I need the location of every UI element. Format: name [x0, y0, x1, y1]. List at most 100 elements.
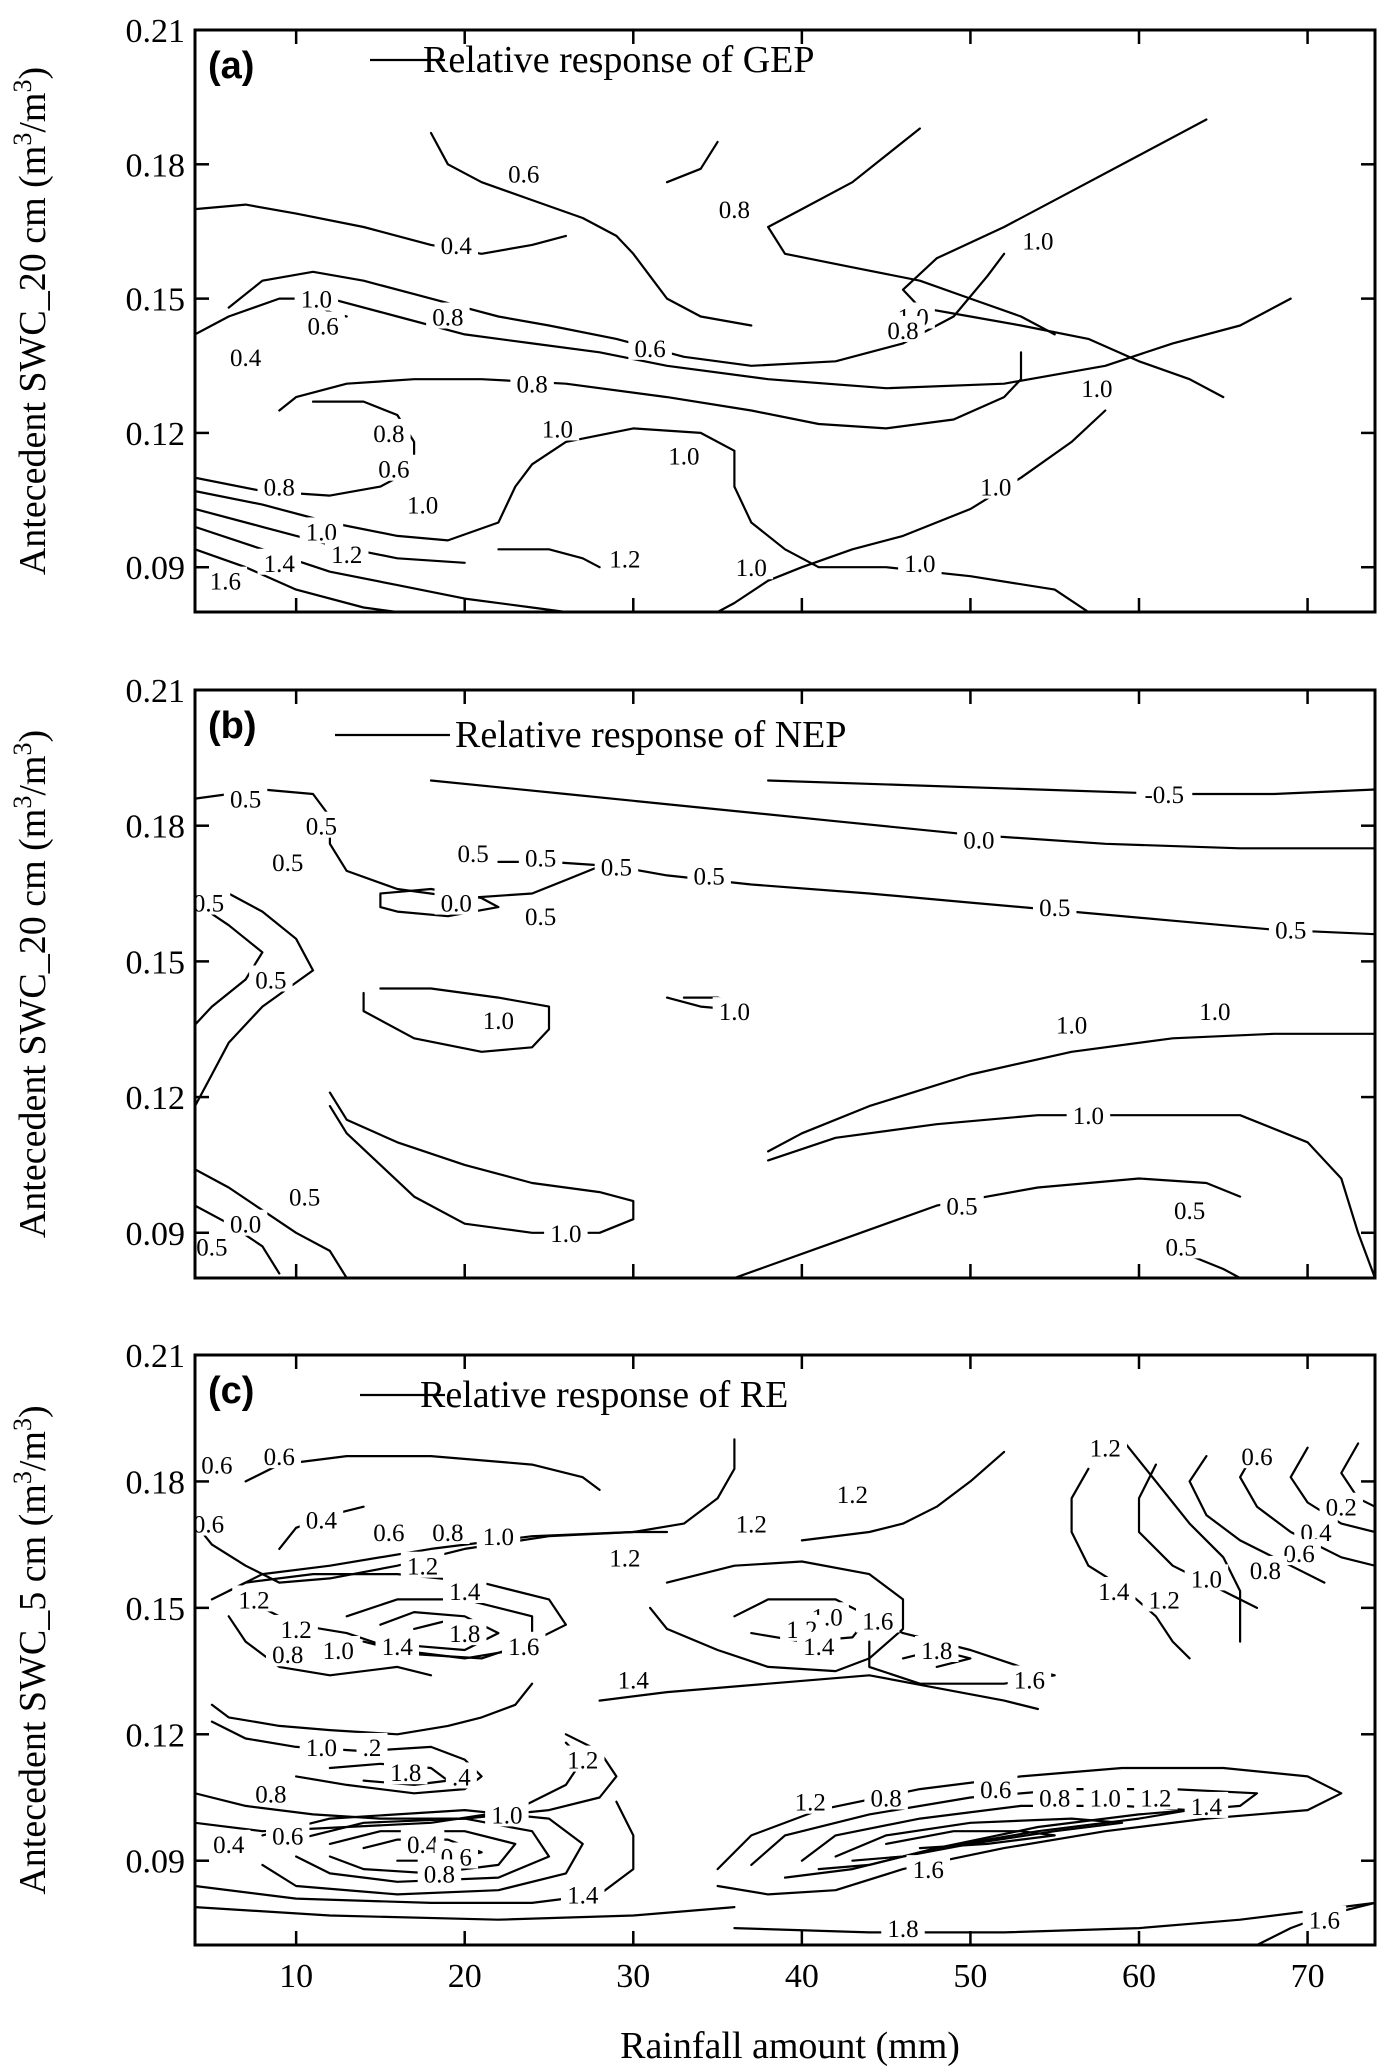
contour-label: 1.0 — [980, 475, 1011, 502]
contour-label: 1.6 — [862, 1609, 893, 1636]
contour-line-1.2 — [210, 1573, 567, 1660]
contour-label: 0.6 — [193, 1512, 224, 1539]
contour-label: 0.5 — [694, 863, 725, 890]
contour-label: 0.5 — [255, 967, 286, 994]
contour-label: 0.5 — [193, 891, 224, 918]
contour-line-0.6 — [227, 252, 1006, 367]
contour-label: 1.6 — [913, 1857, 944, 1884]
contour-label: 1.2 — [1090, 1436, 1121, 1463]
contour-label: 1.0 — [550, 1221, 581, 1248]
contour-label: 1.2 — [837, 1482, 868, 1509]
contour-label: 0.8 — [432, 1520, 463, 1547]
contour-label: 0.6 — [508, 161, 539, 188]
contour-label: 1.4 — [567, 1882, 599, 1909]
contour-label: 1.0 — [491, 1802, 522, 1829]
contour-label: 1.0 — [719, 999, 750, 1026]
contour-line-0.5 — [195, 788, 601, 900]
panel-tag: (a) — [208, 45, 254, 87]
contour-label: 0.0 — [963, 827, 994, 854]
contour-line-0.4 — [195, 203, 567, 255]
contour-label: 1.0 — [483, 1524, 514, 1551]
contour-label: 0.0 — [230, 1212, 261, 1239]
contour-label: 1.6 — [1014, 1668, 1045, 1695]
contour-label: 1.0 — [1056, 1013, 1087, 1040]
contour-line-0.6 — [885, 1830, 1056, 1850]
contour-label: 1.2 — [281, 1617, 312, 1644]
y-axis-label: Antecedent SWC_20 cm (m3/m3) — [8, 730, 54, 1238]
contour-label: 1.2 — [238, 1587, 269, 1614]
contour-label: .4 — [452, 1764, 471, 1791]
contour-lines — [195, 1438, 1375, 1945]
contour-label: 0.8 — [272, 1642, 303, 1669]
contour-label: 0.5 — [1166, 1234, 1197, 1261]
contour-label: 0.4 — [441, 233, 473, 260]
panel-tag: (b) — [208, 705, 257, 747]
contour-line-1.2 — [497, 548, 601, 569]
contour-line-0.4 — [1289, 1446, 1375, 1534]
contour-label: 1.4 — [449, 1579, 481, 1606]
contour-label: 0.5 — [525, 845, 556, 872]
contour-label: 0.4 — [407, 1832, 439, 1859]
contour-line-0.5 — [328, 1091, 635, 1234]
contour-line-1.0 — [716, 409, 1107, 612]
contour-label: 0.8 — [432, 305, 463, 332]
contour-label: 1.0 — [904, 551, 935, 578]
contour-line-1.8 — [733, 1901, 1375, 1934]
contour-label: 1.8 — [887, 1916, 918, 1943]
contour-label: 0.5 — [196, 1234, 227, 1261]
x-tick-label: 10 — [279, 1958, 313, 1995]
contour-line-1.4 — [345, 1598, 534, 1660]
contour-line-0.6 — [665, 140, 719, 184]
contour-label: 1.2 — [1140, 1786, 1171, 1813]
y-tick-label: 0.15 — [126, 282, 186, 319]
contour-line-0.6 — [429, 131, 753, 327]
contour-line-0.6 — [1239, 1446, 1375, 1567]
contour-label: 1.2 — [567, 1748, 598, 1775]
y-tick-label: 0.21 — [126, 1338, 186, 1375]
contour-label: 0.6 — [635, 336, 666, 363]
contour-line-1.0 — [195, 427, 1090, 612]
contour-label: 0.5 — [1039, 895, 1070, 922]
contour-line-0.8 — [767, 127, 1056, 336]
contour-label: 0.6 — [980, 1777, 1011, 1804]
contour-label: 0.8 — [871, 1786, 902, 1813]
panel-nep: -0.50.50.50.5 0.5 0.5 0.50.00.50.0 0.50.50.5… — [8, 673, 1377, 1280]
panel-re: 1.20.60.6 0.61.2 0.20.40.6 0.41.20.6 0.8 1.00… — [8, 1338, 1377, 1995]
contour-line-1.0 — [767, 1032, 1375, 1153]
contour-label: 1.4 — [382, 1634, 414, 1661]
contour-line-0.8 — [227, 1438, 736, 1593]
contour-label: -0.5 — [1144, 782, 1184, 809]
contour-line-0.8 — [1188, 1455, 1326, 1584]
contour-line-1.6 — [195, 1906, 736, 1921]
contour-line-1.2 — [210, 1720, 483, 1795]
contour-line--0.5 — [767, 779, 1375, 796]
contour-label: 0.6 — [264, 1444, 295, 1471]
contour-line-1.2 — [649, 1560, 905, 1673]
contour-label: 1.4 — [803, 1634, 835, 1661]
contour-label: 1.0 — [407, 493, 438, 520]
contour-label: 0.8 — [887, 318, 918, 345]
y-tick-label: 0.12 — [126, 1717, 186, 1754]
panel-gep: 0.60.81.00.41.00.80.61.00.80.60.40.81.01… — [8, 13, 1377, 614]
contour-label: 0.6 — [373, 1520, 404, 1547]
contour-label: 0.5 — [1174, 1198, 1205, 1225]
contour-line-0.5 — [733, 1177, 1242, 1278]
contour-label: 1.4 — [1191, 1794, 1223, 1821]
contour-line-0.8 — [834, 1817, 1124, 1862]
contour-label: 1.0 — [668, 443, 699, 470]
contour-label: 0.8 — [255, 1781, 286, 1808]
y-tick-label: 0.12 — [126, 416, 186, 453]
contour-label: 0.4 — [213, 1832, 245, 1859]
contour-label: .2 — [363, 1735, 382, 1762]
plot-frame — [193, 688, 1377, 1280]
contour-label: 0.5 — [601, 854, 632, 881]
contour-line-1.4 — [1121, 1438, 1242, 1643]
contour-label: 0.4 — [306, 1507, 338, 1534]
x-tick-label: 60 — [1122, 1958, 1156, 1995]
contour-label: 1.2 — [736, 1512, 767, 1539]
contour-label: 1.0 — [323, 1638, 354, 1665]
plot-frame — [193, 1353, 1377, 1947]
contour-label: 1.2 — [609, 546, 640, 573]
legend-label: Relative response of RE — [420, 1374, 788, 1416]
